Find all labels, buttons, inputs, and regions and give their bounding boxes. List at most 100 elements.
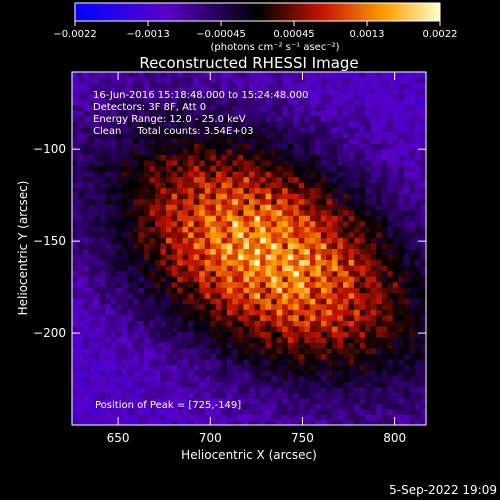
heatmap-pixel — [72, 138, 78, 145]
heatmap-pixel — [298, 249, 305, 255]
heatmap-pixel — [276, 121, 283, 128]
heatmap-pixel — [149, 237, 156, 244]
heatmap-pixel — [359, 420, 366, 425]
heatmap-pixel — [398, 254, 405, 261]
heatmap-pixel — [331, 315, 338, 322]
heatmap-pixel — [409, 376, 416, 383]
annotation-clean-counts: Clean Total counts: 3.54E+03 — [93, 126, 253, 137]
heatmap-pixel — [298, 420, 305, 425]
heatmap-pixel — [370, 193, 377, 200]
heatmap-pixel — [199, 182, 206, 189]
heatmap-pixel — [359, 83, 366, 89]
heatmap-pixel — [293, 166, 300, 172]
heatmap-pixel — [309, 237, 316, 244]
heatmap-pixel — [210, 221, 217, 228]
heatmap-pixel — [403, 387, 410, 394]
heatmap-pixel — [221, 343, 228, 349]
heatmap-pixel — [365, 143, 372, 150]
heatmap-pixel — [72, 154, 78, 161]
heatmap-pixel — [83, 121, 89, 128]
heatmap-pixel — [304, 359, 311, 366]
heatmap-pixel — [199, 326, 206, 333]
heatmap-pixel — [414, 381, 421, 388]
heatmap-pixel — [199, 72, 206, 78]
heatmap-pixel — [83, 215, 89, 222]
heatmap-pixel — [204, 116, 211, 123]
heatmap-pixel — [298, 359, 305, 366]
heatmap-pixel — [166, 177, 172, 184]
heatmap-pixel — [309, 337, 316, 344]
heatmap-pixel — [298, 298, 305, 305]
heatmap-pixel — [348, 309, 355, 316]
heatmap-pixel — [409, 398, 416, 405]
heatmap-pixel — [105, 166, 112, 172]
heatmap-pixel — [304, 138, 311, 145]
heatmap-pixel — [116, 354, 123, 361]
heatmap-pixel — [298, 110, 305, 117]
heatmap-pixel — [99, 199, 106, 206]
heatmap-pixel — [237, 387, 244, 394]
heatmap-pixel — [414, 121, 421, 128]
heatmap-pixel — [132, 359, 139, 366]
heatmap-pixel — [226, 99, 233, 106]
heatmap-pixel — [409, 337, 416, 344]
heatmap-pixel — [343, 381, 349, 388]
heatmap-pixel — [210, 154, 217, 161]
heatmap-pixel — [182, 99, 189, 106]
heatmap-pixel — [271, 387, 278, 394]
heatmap-pixel — [132, 343, 139, 349]
heatmap-pixel — [204, 398, 211, 405]
heatmap-pixel — [287, 166, 294, 172]
heatmap-pixel — [298, 276, 305, 283]
heatmap-pixel — [94, 326, 101, 333]
heatmap-pixel — [320, 343, 327, 349]
heatmap-pixel — [149, 370, 156, 377]
heatmap-pixel — [193, 309, 200, 316]
heatmap-pixel — [132, 320, 139, 327]
heatmap-pixel — [232, 99, 239, 106]
heatmap-pixel — [138, 287, 145, 294]
heatmap-pixel — [337, 282, 344, 289]
heatmap-pixel — [271, 414, 278, 421]
heatmap-pixel — [293, 271, 300, 278]
heatmap-pixel — [293, 160, 300, 167]
heatmap-pixel — [232, 210, 239, 217]
heatmap-pixel — [182, 326, 189, 333]
heatmap-pixel — [166, 154, 172, 161]
heatmap-pixel — [365, 414, 372, 421]
heatmap-pixel — [237, 326, 244, 333]
heatmap-pixel — [221, 282, 228, 289]
heatmap-pixel — [343, 271, 349, 278]
heatmap-pixel — [94, 271, 101, 278]
heatmap-pixel — [182, 392, 189, 399]
heatmap-pixel — [254, 265, 261, 272]
heatmap-pixel — [420, 326, 426, 333]
heatmap-pixel — [320, 376, 327, 383]
heatmap-pixel — [420, 138, 426, 145]
heatmap-pixel — [154, 271, 161, 278]
heatmap-pixel — [138, 237, 145, 244]
heatmap-pixel — [215, 381, 222, 388]
heatmap-pixel — [365, 116, 372, 123]
heatmap-pixel — [365, 77, 372, 84]
heatmap-pixel — [243, 116, 250, 123]
heatmap-pixel — [215, 265, 222, 272]
heatmap-pixel — [171, 188, 178, 195]
heatmap-pixel — [282, 138, 289, 145]
heatmap-pixel — [232, 105, 239, 112]
heatmap-pixel — [171, 320, 178, 327]
heatmap-pixel — [260, 265, 266, 272]
heatmap-pixel — [110, 232, 117, 239]
heatmap-pixel — [370, 276, 377, 283]
heatmap-pixel — [365, 105, 372, 112]
heatmap-pixel — [309, 354, 316, 361]
heatmap-pixel — [232, 154, 239, 161]
heatmap-pixel — [116, 210, 123, 217]
heatmap-pixel — [348, 116, 355, 123]
heatmap-pixel — [265, 88, 272, 95]
heatmap-pixel — [309, 249, 316, 255]
heatmap-pixel — [409, 221, 416, 228]
heatmap-pixel — [143, 282, 150, 289]
heatmap-pixel — [398, 409, 405, 416]
heatmap-pixel — [221, 226, 228, 233]
